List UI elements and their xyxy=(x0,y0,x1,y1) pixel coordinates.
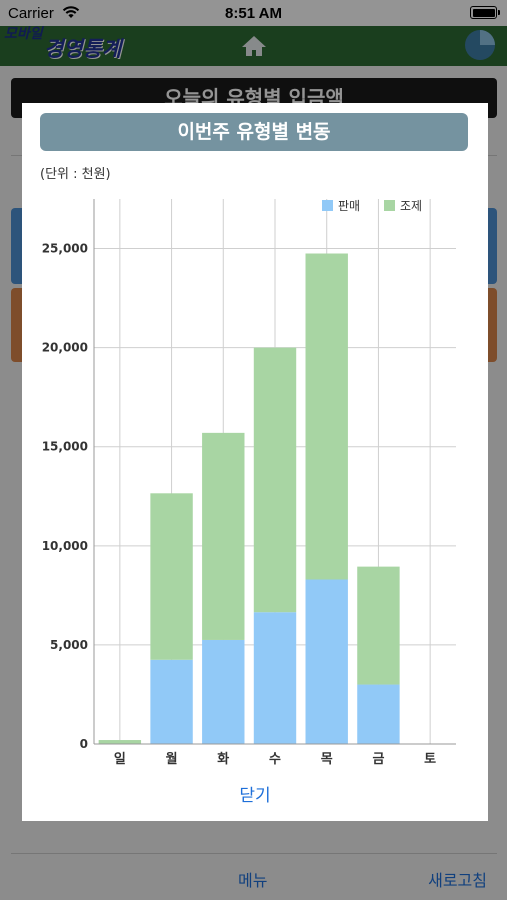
y-tick-label: 15,000 xyxy=(42,440,88,454)
app-header: 모바일 경영통계 xyxy=(0,26,507,66)
x-tick-label: 수 xyxy=(269,752,281,767)
x-tick-label: 토 xyxy=(424,752,436,767)
modal-title: 이번주 유형별 변동 xyxy=(40,113,468,151)
y-tick-label: 0 xyxy=(80,737,88,751)
logo-line1: 모바일 xyxy=(4,26,43,42)
stacked-bar-chart: 0 5,000 10,000 15,000 20,000 25,000 일 월 화 수 목 금 토 판매 조… xyxy=(42,199,456,767)
battery-icon xyxy=(470,6,500,19)
status-bar: Carrier 8:51 AM xyxy=(0,0,507,26)
app-logo: 모바일 경영통계 xyxy=(4,27,121,60)
y-tick-label: 5,000 xyxy=(50,638,88,652)
x-tick-label: 화 xyxy=(217,751,229,767)
logo-line2: 경영통계 xyxy=(44,37,122,61)
y-tick-label: 20,000 xyxy=(42,341,88,355)
y-tick-label: 10,000 xyxy=(42,539,88,553)
bar-prep xyxy=(305,253,348,580)
legend-label-sale: 판매 xyxy=(338,199,360,213)
refresh-button[interactable]: 새로고침 xyxy=(428,871,487,890)
bar-sale xyxy=(357,684,400,744)
bar-sale xyxy=(253,612,297,744)
legend-swatch-sale xyxy=(322,200,333,211)
bar-sale xyxy=(150,659,193,744)
menu-button[interactable]: 메뉴 xyxy=(238,871,268,890)
y-tick-label: 25,000 xyxy=(42,242,88,256)
bar-prep xyxy=(202,432,245,640)
legend-label-prep: 조제 xyxy=(400,199,422,213)
bottom-toolbar: 메뉴 새로고침 xyxy=(0,853,507,900)
bottom-divider xyxy=(11,853,497,854)
weekly-type-change-modal: 이번주 유형별 변동 (단위 : 천원) 0 5,000 10,000 15,000 2… xyxy=(22,103,488,821)
close-button[interactable]: 닫기 xyxy=(239,786,271,806)
home-icon[interactable] xyxy=(240,34,268,58)
clock: 8:51 AM xyxy=(225,5,282,22)
bar-prep xyxy=(98,740,142,744)
bar-prep xyxy=(357,566,400,685)
x-tick-label: 월 xyxy=(166,751,178,767)
x-tick-label: 목 xyxy=(321,752,333,767)
carrier-label: Carrier xyxy=(8,5,54,22)
x-tick-label: 일 xyxy=(114,752,126,767)
bar-prep xyxy=(150,493,193,660)
unit-label: (단위 : 천원) xyxy=(40,167,111,182)
pie-chart-icon[interactable] xyxy=(463,28,497,62)
wifi-icon xyxy=(62,5,80,23)
legend-swatch-prep xyxy=(384,200,395,211)
x-tick-label: 금 xyxy=(372,752,384,767)
bar-sale xyxy=(202,639,245,744)
bar-prep xyxy=(253,347,297,613)
bar-sale xyxy=(305,579,348,744)
